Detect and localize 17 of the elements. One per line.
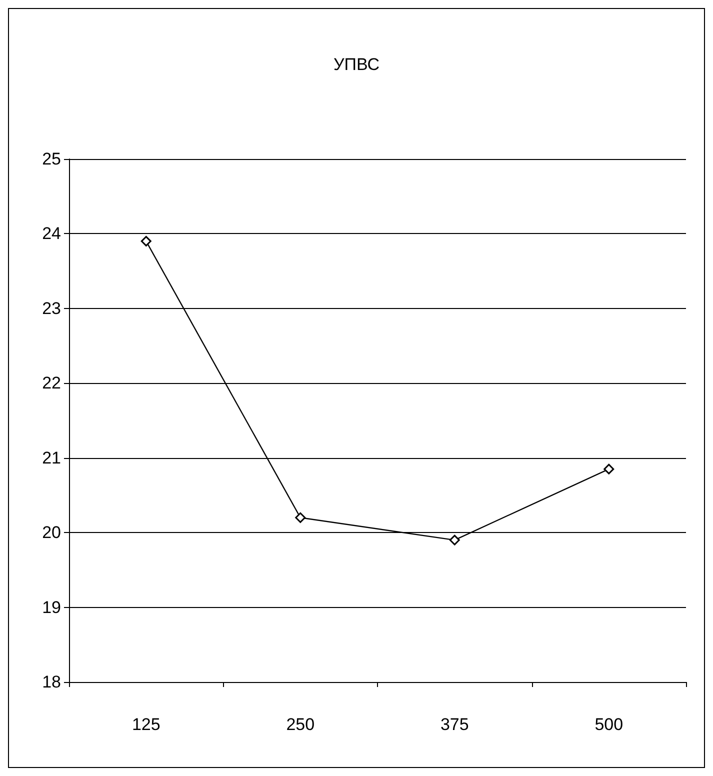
y-tick-label: 19 bbox=[42, 598, 61, 617]
y-tick-label: 18 bbox=[42, 672, 61, 692]
x-tick-label: 125 bbox=[132, 715, 160, 734]
y-tick-label: 23 bbox=[42, 298, 61, 318]
y-tick-label: 21 bbox=[42, 448, 61, 468]
x-tick-label: 250 bbox=[286, 715, 315, 734]
y-tick-label: 22 bbox=[42, 374, 61, 393]
x-tick-label: 500 bbox=[594, 715, 624, 734]
point bbox=[140, 236, 152, 246]
y-tick-label: 24 bbox=[42, 224, 61, 244]
point bbox=[449, 534, 460, 546]
point bbox=[295, 512, 306, 523]
x-tick-label: 375 bbox=[440, 715, 469, 734]
point bbox=[604, 464, 614, 474]
y-tick-label: 25 bbox=[42, 150, 61, 168]
chart-title: УПВС bbox=[333, 55, 380, 74]
y-tick-label: 20 bbox=[42, 523, 61, 542]
